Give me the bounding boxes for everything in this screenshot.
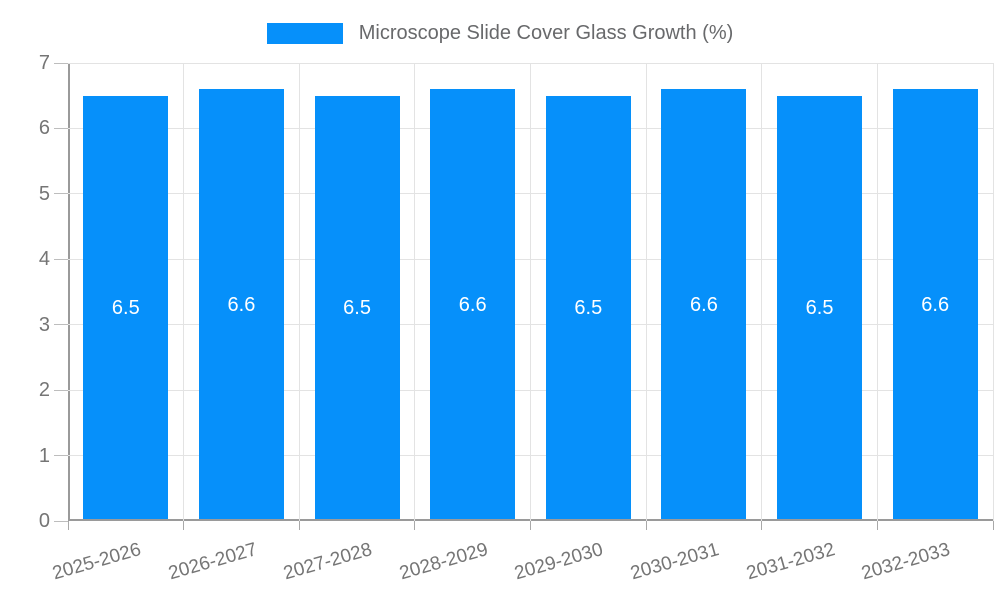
y-tick (54, 520, 68, 522)
y-tick-label: 3 (38, 313, 50, 336)
bar-value-label: 6.6 (921, 294, 950, 317)
bar-2026-2027[interactable] (198, 89, 284, 519)
bar-2031-2032[interactable] (777, 95, 863, 519)
x-tick (530, 521, 531, 530)
x-tick (298, 521, 300, 530)
x-tick-label: 2032-2033 (859, 539, 953, 585)
bar-2027-2028[interactable] (314, 95, 400, 519)
y-tick-label: 5 (38, 182, 50, 205)
x-tick-label: 2029-2030 (512, 539, 606, 585)
x-gridline (414, 63, 416, 521)
legend-swatch-icon (266, 23, 343, 44)
x-tick (414, 521, 416, 530)
x-tick (183, 521, 185, 530)
y-tick (54, 324, 68, 326)
bar-value-label: 6.6 (227, 294, 256, 317)
y-tick-label: 7 (38, 52, 50, 74)
x-tick (992, 521, 994, 530)
y-tick-label: 2 (38, 379, 50, 402)
bar-2030-2031[interactable] (661, 89, 747, 519)
x-gridline (992, 63, 994, 521)
y-tick-label: 0 (38, 510, 50, 532)
y-tick (54, 193, 68, 195)
bar-value-label: 6.5 (574, 297, 603, 320)
x-tick-label: 2030-2031 (628, 539, 722, 585)
x-tick (67, 521, 69, 530)
x-tick-label: 2028-2029 (397, 539, 491, 585)
y-tick-label: 1 (38, 444, 50, 467)
y-tick (54, 389, 68, 391)
x-tick (876, 521, 878, 530)
y-tick-label: 4 (38, 248, 50, 271)
x-tick-label: 2031-2032 (743, 539, 838, 585)
x-gridline (876, 63, 878, 521)
x-gridline (761, 63, 763, 521)
bar-value-label: 6.5 (343, 297, 371, 320)
chart-legend[interactable]: Microscope Slide Cover Glass Growth (%) (0, 22, 1000, 45)
x-gridline (530, 63, 531, 521)
x-gridline (645, 63, 647, 521)
bar-value-label: 6.5 (805, 297, 834, 320)
x-tick (761, 521, 763, 530)
y-tick (54, 258, 68, 260)
bar-2029-2030[interactable] (545, 95, 631, 519)
bar-value-label: 6.5 (111, 297, 140, 320)
x-tick (645, 521, 647, 530)
y-tick (54, 455, 68, 457)
y-tick (54, 127, 68, 129)
bar-value-label: 6.6 (458, 294, 487, 317)
x-gridline (298, 63, 300, 521)
x-tick-label: 2026-2027 (165, 539, 259, 585)
bar-2025-2026[interactable] (83, 95, 169, 519)
x-tick-label: 2025-2026 (50, 539, 144, 585)
bar-value-label: 6.6 (690, 294, 718, 317)
legend-label: Microscope Slide Cover Glass Growth (%) (358, 22, 734, 44)
y-tick (54, 62, 68, 64)
x-gridline (183, 63, 185, 521)
bar-2028-2029[interactable] (430, 89, 516, 519)
bar-2032-2033[interactable] (892, 89, 978, 519)
y-tick-label: 6 (38, 117, 50, 140)
x-tick-label: 2027-2028 (281, 539, 375, 585)
